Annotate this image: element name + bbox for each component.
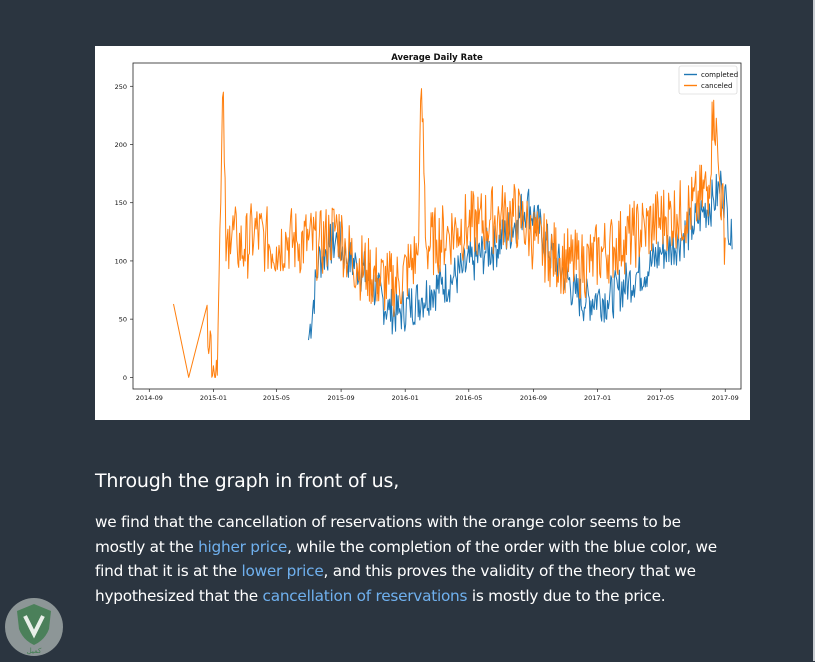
x-tick-label: 2015-01 — [200, 394, 227, 402]
slide-heading: Through the graph in front of us, — [95, 470, 400, 492]
series-line-canceled — [173, 88, 726, 378]
y-axis: 0 50 100 150 200 250 — [115, 83, 133, 382]
y-tick-label: 200 — [115, 141, 127, 149]
chart-title: Average Daily Rate — [391, 53, 483, 63]
paragraph-part-4: is mostly due to the price. — [467, 586, 666, 605]
x-tick-label: 2015-05 — [263, 394, 290, 402]
paragraph-part-3: , and this proves the validity of the th… — [95, 562, 696, 605]
highlight-lower-price: lower price — [241, 562, 324, 580]
legend-canceled-label: canceled — [701, 82, 732, 90]
x-tick-label: 2016-01 — [392, 394, 419, 402]
y-tick-label: 50 — [119, 316, 127, 324]
y-tick-label: 0 — [123, 374, 127, 382]
plot-frame — [132, 62, 742, 390]
x-tick-label: 2016-05 — [455, 394, 482, 402]
slide-text: Through the graph in front of us, we fin… — [95, 466, 735, 608]
x-tick-label: 2017-01 — [584, 394, 611, 402]
slide-paragraph: we find that the cancellation of reserva… — [95, 510, 735, 608]
y-tick-label: 150 — [115, 199, 127, 207]
legend-box — [678, 65, 738, 95]
window-edge — [813, 0, 815, 661]
paragraph-part-1: we find that the cancellation of reserva… — [95, 513, 681, 556]
y-tick-label: 250 — [115, 83, 127, 91]
x-axis: 2014-09 2015-01 2015-05 2015-09 2016-01 2016-… — [136, 389, 739, 402]
paragraph-part-2: , while the completion of the order with… — [95, 537, 717, 581]
highlight-cancellation: cancellation of reservations — [262, 586, 468, 605]
x-tick-label: 2017-09 — [712, 394, 739, 402]
x-tick-label: 2016-09 — [520, 394, 547, 402]
shield-logo-icon: كميل — [5, 598, 63, 656]
legend-completed-label: completed — [701, 71, 738, 79]
series-layer — [173, 88, 733, 378]
x-tick-label: 2017-05 — [647, 394, 674, 402]
brand-logo: كميل — [3, 596, 65, 658]
y-tick-label: 100 — [115, 257, 127, 265]
highlight-higher-price: higher price — [198, 537, 288, 556]
chart-card: Average Daily Rate 0 50 100 150 200 250 2014-… — [95, 46, 750, 420]
legend: completed canceled — [678, 65, 738, 95]
x-tick-label: 2015-09 — [328, 394, 355, 402]
average-daily-rate-chart: Average Daily Rate 0 50 100 150 200 250 2014-… — [115, 53, 742, 402]
logo-text: كميل — [27, 647, 42, 655]
x-tick-label: 2014-09 — [136, 394, 163, 402]
